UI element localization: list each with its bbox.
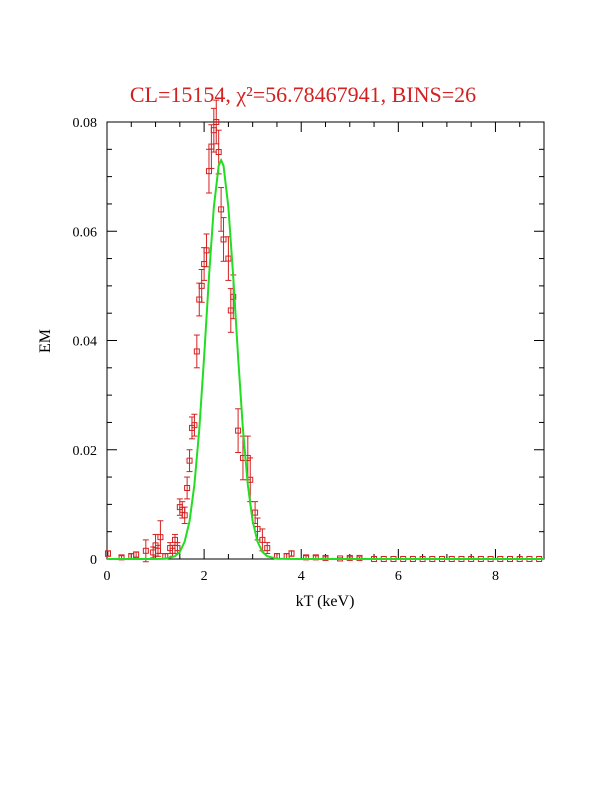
data-point (184, 484, 191, 491)
data-point (218, 206, 225, 213)
data-point (133, 551, 140, 558)
chart-title: CL=15154, χ²=56.78467941, BINS=26 (130, 82, 476, 107)
y-tick-label: 0.04 (73, 335, 98, 350)
x-axis-label: kT (keV) (296, 593, 355, 610)
data-point (198, 282, 205, 289)
data-point (191, 422, 198, 429)
data-point (264, 545, 271, 552)
data-point (203, 247, 210, 254)
data-point (213, 119, 220, 125)
y-tick-label: 0.06 (73, 225, 98, 240)
y-axis-label: EM (37, 329, 54, 353)
data-point (259, 536, 266, 543)
y-tick-label: 0 (90, 553, 97, 568)
data-point (193, 348, 200, 355)
data-point (186, 457, 193, 464)
x-tick-label: 8 (492, 569, 499, 584)
x-tick-label: 6 (395, 569, 402, 584)
data-point (142, 547, 149, 554)
x-tick-label: 2 (201, 569, 208, 584)
data-point (215, 149, 222, 156)
data-point (225, 255, 232, 262)
data-point (356, 554, 363, 561)
data-point (252, 509, 259, 516)
data-point (346, 554, 353, 561)
y-tick-label: 0.02 (73, 444, 98, 459)
data-point (322, 554, 329, 561)
data-point (104, 550, 111, 557)
data-point (181, 512, 188, 519)
data-point (230, 293, 237, 300)
data-point (235, 427, 242, 434)
data-point (174, 545, 181, 552)
data-point (220, 236, 227, 243)
data-point (288, 550, 295, 557)
x-tick-label: 4 (298, 569, 305, 584)
fit-line (107, 157, 544, 560)
data-point (157, 534, 164, 541)
y-tick-label: 0.08 (73, 116, 98, 131)
x-tick-label: 0 (104, 569, 111, 584)
